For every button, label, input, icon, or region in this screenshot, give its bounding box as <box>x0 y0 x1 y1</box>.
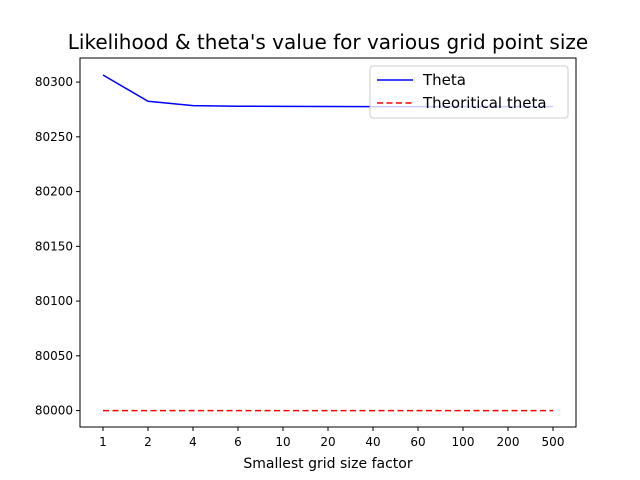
x-tick-label: 10 <box>275 435 290 449</box>
chart-title: Likelihood & theta's value for various g… <box>68 30 588 54</box>
y-tick-label: 80250 <box>35 130 73 144</box>
x-tick-label: 2 <box>144 435 152 449</box>
x-tick-label: 60 <box>410 435 425 449</box>
x-tick-label: 40 <box>365 435 380 449</box>
x-tick-label: 200 <box>497 435 520 449</box>
x-tick-label: 500 <box>542 435 565 449</box>
x-tick-label: 100 <box>452 435 475 449</box>
y-tick-label: 80150 <box>35 239 73 253</box>
y-tick-label: 80300 <box>35 75 73 89</box>
y-tick-label: 80050 <box>35 349 73 363</box>
x-tick-label: 4 <box>189 435 197 449</box>
x-tick-label: 6 <box>234 435 242 449</box>
y-tick-label: 80000 <box>35 404 73 418</box>
legend: Theta Theoritical theta <box>369 65 569 119</box>
x-axis: 1 2 4 6 10 20 40 60 100 200 500 <box>99 427 564 449</box>
axes-frame <box>79 57 577 428</box>
y-tick-label: 80100 <box>35 294 73 308</box>
x-tick-label: 20 <box>320 435 335 449</box>
x-tick-label: 1 <box>99 435 107 449</box>
y-axis: 80000 80050 80100 80150 80200 80250 80300 <box>35 75 80 418</box>
y-tick-label: 80200 <box>35 185 73 199</box>
x-axis-label: Smallest grid size factor <box>243 456 412 472</box>
legend-label-0: Theta <box>422 71 466 89</box>
legend-label-1: Theoritical theta <box>422 94 547 112</box>
legend-box <box>369 65 569 119</box>
